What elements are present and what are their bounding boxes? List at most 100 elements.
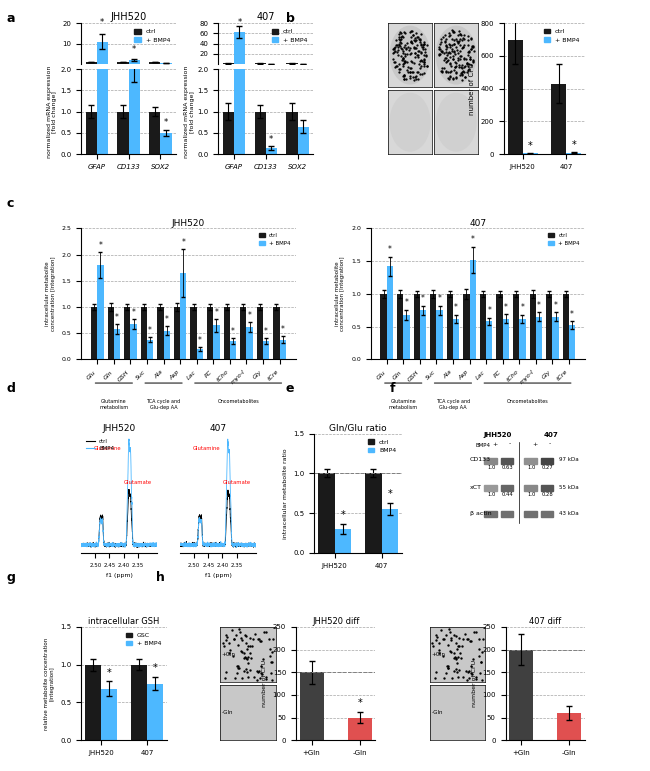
- Point: [244, 664, 255, 676]
- Point: [445, 58, 455, 70]
- Title: 407 diff: 407 diff: [529, 617, 562, 626]
- Point: [462, 56, 472, 69]
- Point: [396, 31, 406, 43]
- Point: [406, 55, 416, 67]
- Point: [224, 637, 235, 649]
- Text: *: *: [100, 19, 105, 27]
- Bar: [266, 148, 277, 154]
- Text: *: *: [198, 336, 202, 345]
- Text: 1.0: 1.0: [487, 465, 495, 470]
- Text: 0.28: 0.28: [541, 492, 553, 497]
- Point: [434, 644, 445, 656]
- Text: *: *: [504, 302, 508, 311]
- Point: [467, 55, 478, 67]
- Bar: [246, 327, 253, 359]
- Text: *: *: [421, 294, 425, 303]
- Point: [444, 38, 454, 50]
- Point: [396, 50, 406, 62]
- Point: [467, 40, 478, 52]
- Bar: [101, 689, 117, 740]
- Text: Oncometabolites: Oncometabolites: [506, 399, 549, 404]
- Text: 55 kDa: 55 kDa: [559, 485, 578, 490]
- Bar: [525, 511, 537, 517]
- Point: [437, 62, 447, 74]
- Bar: [280, 339, 286, 359]
- Ellipse shape: [390, 26, 430, 84]
- Bar: [403, 315, 410, 359]
- Point: [476, 655, 486, 668]
- Bar: [131, 665, 147, 740]
- Point: [404, 44, 414, 56]
- Bar: [541, 485, 553, 491]
- Point: [415, 55, 425, 67]
- Text: CD133: CD133: [470, 457, 491, 463]
- Point: [440, 35, 450, 47]
- Point: [456, 67, 466, 79]
- Point: [463, 665, 474, 678]
- Point: [447, 45, 458, 57]
- Text: -Gln: -Gln: [222, 710, 233, 715]
- Point: [398, 25, 409, 38]
- Bar: [552, 317, 559, 359]
- Point: [411, 27, 421, 39]
- Point: [443, 66, 453, 78]
- Bar: [500, 511, 513, 517]
- Point: [468, 53, 478, 66]
- Text: 1.0: 1.0: [527, 492, 536, 497]
- Bar: [541, 511, 553, 517]
- Bar: [118, 62, 129, 64]
- Point: [445, 47, 455, 59]
- Point: [400, 42, 411, 54]
- Bar: [500, 485, 513, 491]
- Point: [396, 26, 406, 39]
- Bar: [447, 294, 453, 359]
- Point: [463, 29, 473, 42]
- Point: [224, 647, 235, 659]
- Point: [444, 29, 454, 42]
- Point: [455, 28, 465, 40]
- Point: [416, 28, 426, 40]
- Point: [471, 672, 481, 685]
- Bar: [413, 294, 420, 359]
- Point: [431, 635, 441, 647]
- Point: [395, 25, 406, 38]
- Text: +Gln: +Gln: [432, 652, 445, 657]
- Point: [454, 33, 465, 45]
- Bar: [98, 265, 103, 359]
- Bar: [463, 294, 469, 359]
- Text: Glutamine: Glutamine: [94, 446, 122, 451]
- Point: [415, 46, 426, 59]
- Title: intracellular GSH: intracellular GSH: [88, 617, 160, 626]
- Point: [453, 639, 463, 651]
- Point: [448, 647, 459, 659]
- Text: BMP4: BMP4: [475, 443, 490, 448]
- Point: [474, 633, 484, 645]
- Point: [459, 52, 469, 64]
- Text: g: g: [6, 571, 16, 584]
- Point: [450, 638, 461, 650]
- Point: [396, 37, 407, 49]
- Point: [441, 33, 451, 45]
- Text: *: *: [454, 303, 458, 312]
- Point: [446, 634, 456, 646]
- Point: [404, 66, 415, 79]
- Point: [397, 42, 408, 55]
- Point: [411, 42, 422, 54]
- Point: [413, 49, 423, 61]
- Bar: [164, 331, 170, 359]
- Point: [406, 36, 416, 49]
- Point: [448, 26, 459, 39]
- Text: *: *: [148, 326, 152, 335]
- Point: [255, 635, 265, 647]
- Bar: [509, 650, 533, 740]
- Point: [244, 632, 255, 645]
- Point: [455, 45, 465, 57]
- Point: [441, 628, 451, 641]
- Point: [441, 66, 451, 78]
- Point: [452, 47, 463, 59]
- Point: [400, 39, 410, 51]
- Point: [450, 66, 461, 78]
- Bar: [318, 473, 335, 553]
- Text: xCT: xCT: [470, 485, 482, 490]
- Point: [243, 639, 254, 651]
